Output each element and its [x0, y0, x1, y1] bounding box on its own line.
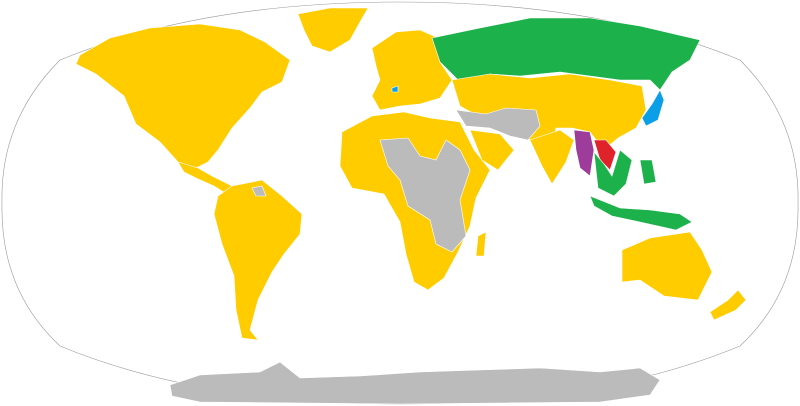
region-laos-thailand[interactable]: [593, 139, 617, 171]
region-india[interactable]: [529, 129, 575, 185]
region-japan[interactable]: [641, 89, 665, 127]
region-middle-east-gray[interactable]: [455, 107, 541, 141]
region-indonesia[interactable]: [589, 195, 693, 231]
region-australia[interactable]: [621, 231, 713, 301]
region-philippines[interactable]: [639, 159, 657, 185]
region-myanmar[interactable]: [573, 129, 595, 177]
region-antarctica[interactable]: [169, 361, 661, 405]
region-guiana-gray[interactable]: [251, 185, 267, 197]
region-sahel-gray[interactable]: [379, 137, 471, 253]
region-north-america[interactable]: [75, 23, 291, 169]
region-new-zealand[interactable]: [709, 289, 747, 321]
region-southeast-asia[interactable]: [593, 149, 633, 197]
region-switzerland[interactable]: [391, 85, 399, 93]
region-arabia[interactable]: [469, 129, 515, 171]
region-madagascar[interactable]: [475, 231, 487, 257]
region-greenland[interactable]: [297, 7, 369, 53]
region-south-america[interactable]: [213, 179, 303, 341]
